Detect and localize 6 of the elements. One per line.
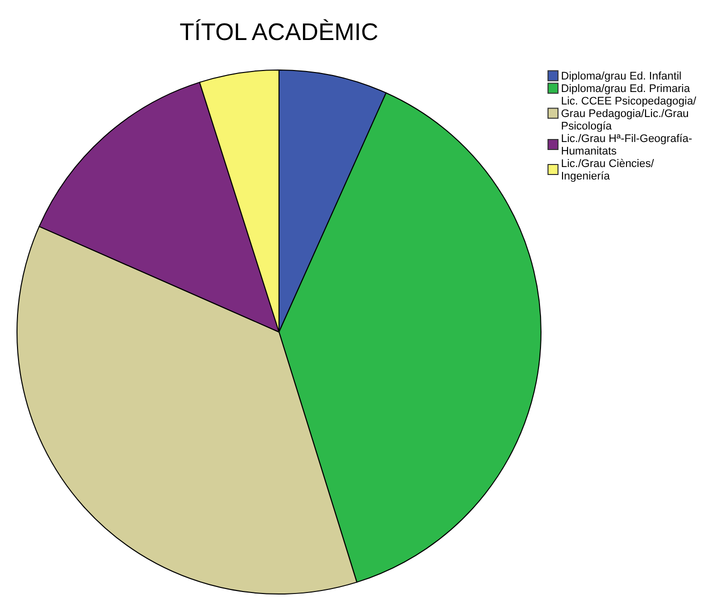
legend-label: Lic. CCEE Psicopedagogia/Grau Pedagogia/Lic./Grau Psicología: [561, 96, 698, 132]
legend-label: Diploma/grau Ed. Infantil: [561, 70, 682, 82]
legend-label: Lic./Grau Hª-Fil-Geografía-Humanitats: [561, 133, 693, 158]
chart-title: TÍTOL ACADÈMIC: [180, 19, 378, 46]
legend-label: Diploma/grau Ed. Primaria: [561, 83, 691, 95]
legend-label: Lic./Grau Ciències/Ingeniería: [561, 158, 655, 182]
